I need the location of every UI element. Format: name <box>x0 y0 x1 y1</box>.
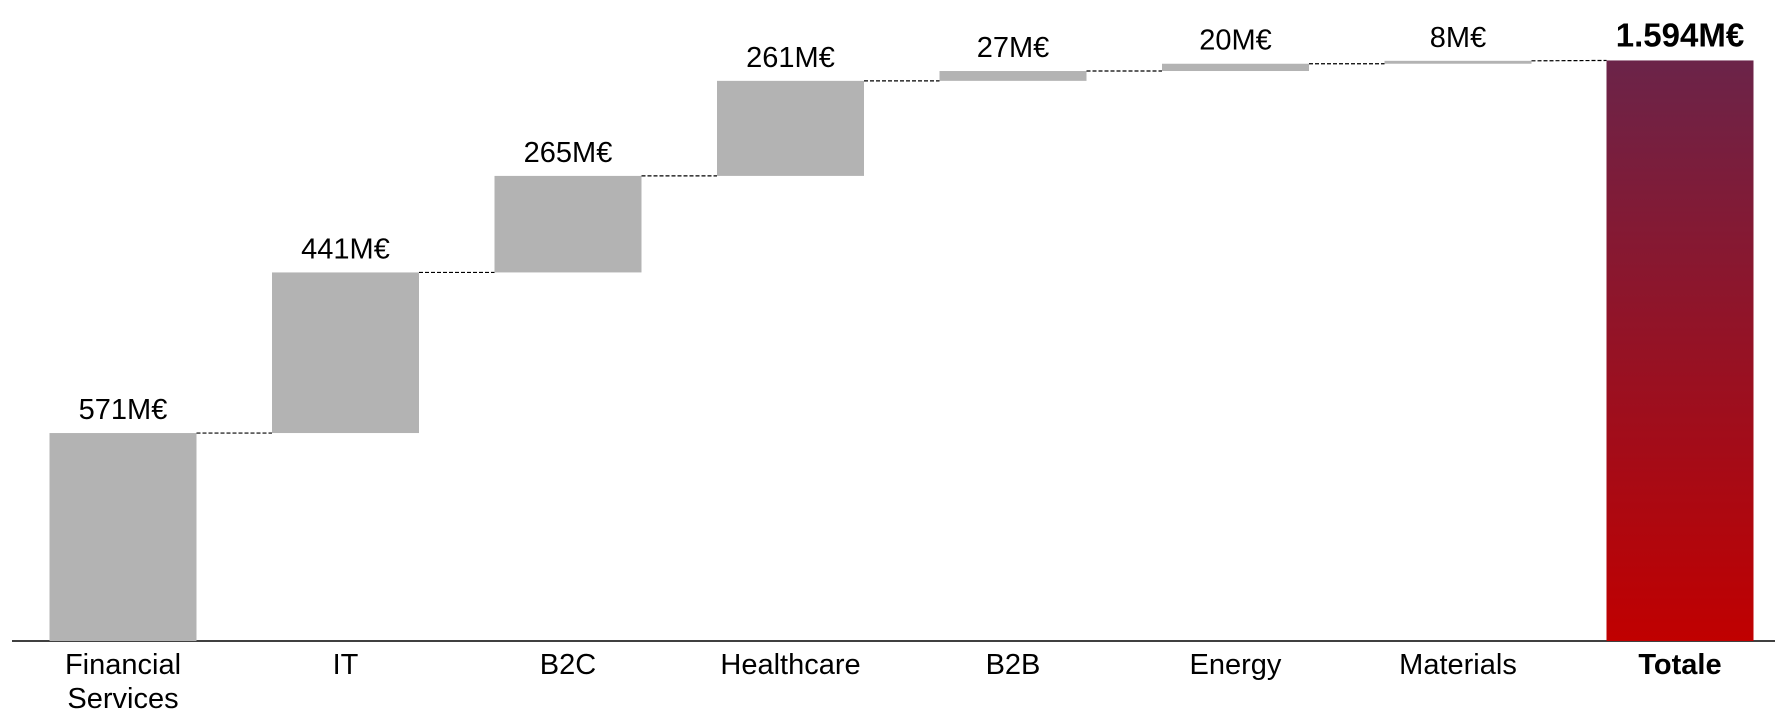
x-tick-label: Healthcare <box>720 649 861 681</box>
bar <box>494 175 642 273</box>
value-label: 261M€ <box>746 42 835 74</box>
x-tick-label: IT <box>332 649 359 681</box>
total-bar <box>1606 60 1754 642</box>
value-label: 441M€ <box>301 233 390 265</box>
x-tick-label: Financial Services <box>64 649 182 713</box>
x-tick-label: Materials <box>1399 649 1517 681</box>
value-label: 265M€ <box>524 137 613 169</box>
bar <box>272 272 419 434</box>
x-tick-label: Energy <box>1189 649 1282 681</box>
value-label: 1.594M€ <box>1616 16 1744 53</box>
value-label: 8M€ <box>1430 22 1486 54</box>
bar <box>1384 60 1532 64</box>
x-tick-label: B2B <box>985 649 1041 681</box>
bar <box>1162 63 1309 72</box>
bar <box>49 433 197 641</box>
value-label: 27M€ <box>977 32 1050 64</box>
bar <box>939 71 1087 81</box>
x-tick-label: B2C <box>539 649 597 681</box>
x-tick-label: Totale <box>1638 649 1722 681</box>
value-label: 20M€ <box>1199 25 1272 57</box>
value-label: 571M€ <box>79 394 168 426</box>
bar <box>717 80 864 176</box>
